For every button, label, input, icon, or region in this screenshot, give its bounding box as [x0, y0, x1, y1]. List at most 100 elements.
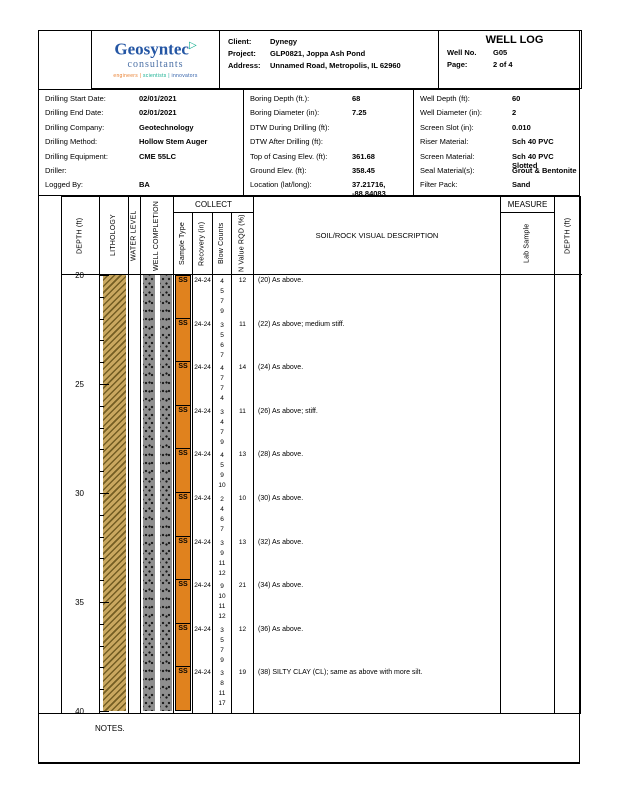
blow-count-value: 11 [218, 690, 226, 698]
blow-count-value: 3 [220, 408, 224, 416]
soil-description: (28) As above. [258, 451, 304, 459]
boring-info-value: 361.68 [352, 151, 375, 161]
soil-description: (22) As above; medium stiff. [258, 320, 345, 328]
drilling-info-row: Drilling Equipment: CME 55LC [45, 152, 241, 161]
soil-description: (24) As above. [258, 364, 304, 372]
blow-counts: 9 10 11 12 [213, 582, 231, 622]
sample-type-cell: SS [175, 404, 191, 450]
sample-type-cell: SS [175, 275, 191, 319]
client-value: Dynegy [270, 37, 298, 46]
drilling-info-row: Driller: [45, 166, 241, 175]
boring-info-row: Boring Diameter (in): 7.25 [250, 108, 411, 117]
n-value: 14 [238, 364, 247, 372]
sample-rows: SS 24-24 4 5 7 9 12 (20) As above. SS 24-24 3 5 6 7 11… [62, 197, 582, 714]
well-construction-row: Well Depth (ft): 60 [420, 94, 577, 103]
well-annulus-grout-right [160, 275, 172, 711]
blow-count-value: 11 [218, 559, 226, 567]
recovery-value: 24-24 [194, 364, 211, 372]
well-construction-label: Well Depth (ft): [420, 94, 470, 103]
logo-triangle-icon: ▷ [188, 39, 197, 51]
blow-count-value: 6 [220, 341, 224, 349]
blow-count-value: 5 [220, 331, 224, 339]
blow-count-value: 7 [220, 385, 224, 393]
recovery-value: 24-24 [194, 669, 211, 677]
description-column-header: SOIL/ROCK VISUAL DESCRIPTION [315, 231, 439, 240]
boring-info-value: 358.45 [352, 166, 375, 175]
drilling-info-label: Drilling Method: [45, 137, 98, 147]
soil-description: (20) As above. [258, 277, 304, 284]
blow-counts: 3 4 7 9 [213, 408, 231, 448]
boring-info-row: Boring Depth (ft.): 68 [250, 94, 411, 103]
boring-info-row: DTW After Drilling (ft): [250, 137, 411, 146]
boring-info-label: Boring Diameter (in): [250, 108, 320, 118]
blow-count-value: 7 [220, 298, 224, 305]
well-construction-row: Screen Material: Sch 40 PVC Slotted [420, 152, 577, 170]
logo-cell: Geosyntec▷ consultants engineers | scien… [92, 31, 220, 88]
blow-count-value: 9 [220, 549, 224, 557]
n-value: 11 [239, 320, 246, 328]
col-divider [253, 197, 254, 714]
blow-count-value: 3 [220, 670, 224, 678]
well-construction-value: Sch 40 PVC Slotted [512, 151, 554, 170]
boring-info-label: DTW After Drilling (ft): [250, 137, 323, 147]
blow-count-value: 7 [220, 526, 224, 533]
blow-count-value: 9 [220, 472, 224, 480]
sample-type-cell: SS [175, 492, 191, 537]
col-divider [231, 213, 232, 714]
blow-count-value: 7 [220, 646, 224, 654]
drilling-info-row: Drilling Company: Geotechnology [45, 123, 241, 132]
logo-tagline: engineers | scientists | innovators [113, 73, 198, 80]
well-construction-value: 0.010 [512, 122, 531, 132]
blow-count-value: 9 [220, 308, 224, 315]
blow-count-value: 3 [220, 321, 224, 329]
address-value: Unnamed Road, Metropolis, IL 62960 [270, 61, 401, 70]
blow-count-value: 7 [220, 428, 224, 436]
blow-count-value: 12 [218, 613, 226, 621]
col-divider [140, 197, 141, 714]
logo-subtitle: consultants [127, 59, 184, 71]
logo-name: Geosyntec [114, 39, 189, 59]
boring-info-label: DTW During Drilling (ft): [250, 122, 330, 132]
header-bottom-rule [62, 274, 582, 275]
address-row: Address: Unnamed Road, Metropolis, IL 62… [228, 61, 438, 70]
well-construction-label: Seal Material(s): [420, 166, 475, 175]
project-info-cell: Client: Dynegy Project: GLP0821, Joppa A… [220, 31, 439, 88]
soil-description: (36) As above. [258, 625, 304, 633]
well-construction-row: Riser Material: Sch 40 PVC [420, 137, 577, 146]
blow-count-value: 17 [218, 700, 226, 708]
boring-info-label: Ground Elev. (ft): [250, 166, 307, 175]
boring-info-label: Location (lat/long): [250, 180, 312, 190]
sample-type-cell: SS [175, 317, 191, 363]
blow-count-value: 10 [218, 482, 226, 490]
well-construction-value: Grout & Bentonite [512, 166, 577, 175]
blow-count-value: 9 [220, 583, 224, 591]
page-border: Geosyntec▷ consultants engineers | scien… [38, 30, 582, 764]
well-log-title: WELL LOG [485, 34, 544, 46]
boring-info-value: 37.21716, -88.84083 [352, 180, 386, 199]
collect-group-header: COLLECT [173, 197, 254, 213]
drilling-info-row: Drilling End Date: 02/01/2021 [45, 108, 241, 117]
boring-info-row: Top of Casing Elev. (ft): 361.68 [250, 152, 411, 161]
page-label: Page: [447, 60, 468, 69]
col-divider [99, 197, 100, 714]
well-construction-label: Filter Pack: [420, 180, 458, 190]
soil-description: (34) As above. [258, 582, 304, 590]
well-construction-value: Sch 40 PVC [512, 137, 554, 147]
boring-info-column: Boring Depth (ft.): 68 Boring Diameter (in… [244, 90, 414, 199]
well-no-value: G05 [493, 48, 508, 57]
recovery-value: 24-24 [194, 407, 211, 415]
info-band: Drilling Start Date: 02/01/2021 Drilling E… [38, 89, 580, 199]
boring-info-label: Boring Depth (ft.): [250, 94, 310, 103]
well-construction-row: Screen Slot (in): 0.010 [420, 123, 577, 132]
n-value: 21 [238, 582, 247, 590]
boring-info-value: 68 [352, 94, 361, 103]
recovery-value: 24-24 [194, 320, 211, 328]
blow-counts: 3 8 11 17 [213, 669, 231, 709]
blow-count-value: 5 [220, 636, 224, 644]
soil-description: (30) As above. [258, 495, 304, 502]
blow-count-value: 8 [220, 680, 224, 688]
sample-type-cell: SS [175, 535, 191, 581]
blow-count-value: 9 [220, 656, 224, 664]
blow-count-value: 2 [220, 496, 224, 503]
n-value: 12 [238, 625, 247, 633]
